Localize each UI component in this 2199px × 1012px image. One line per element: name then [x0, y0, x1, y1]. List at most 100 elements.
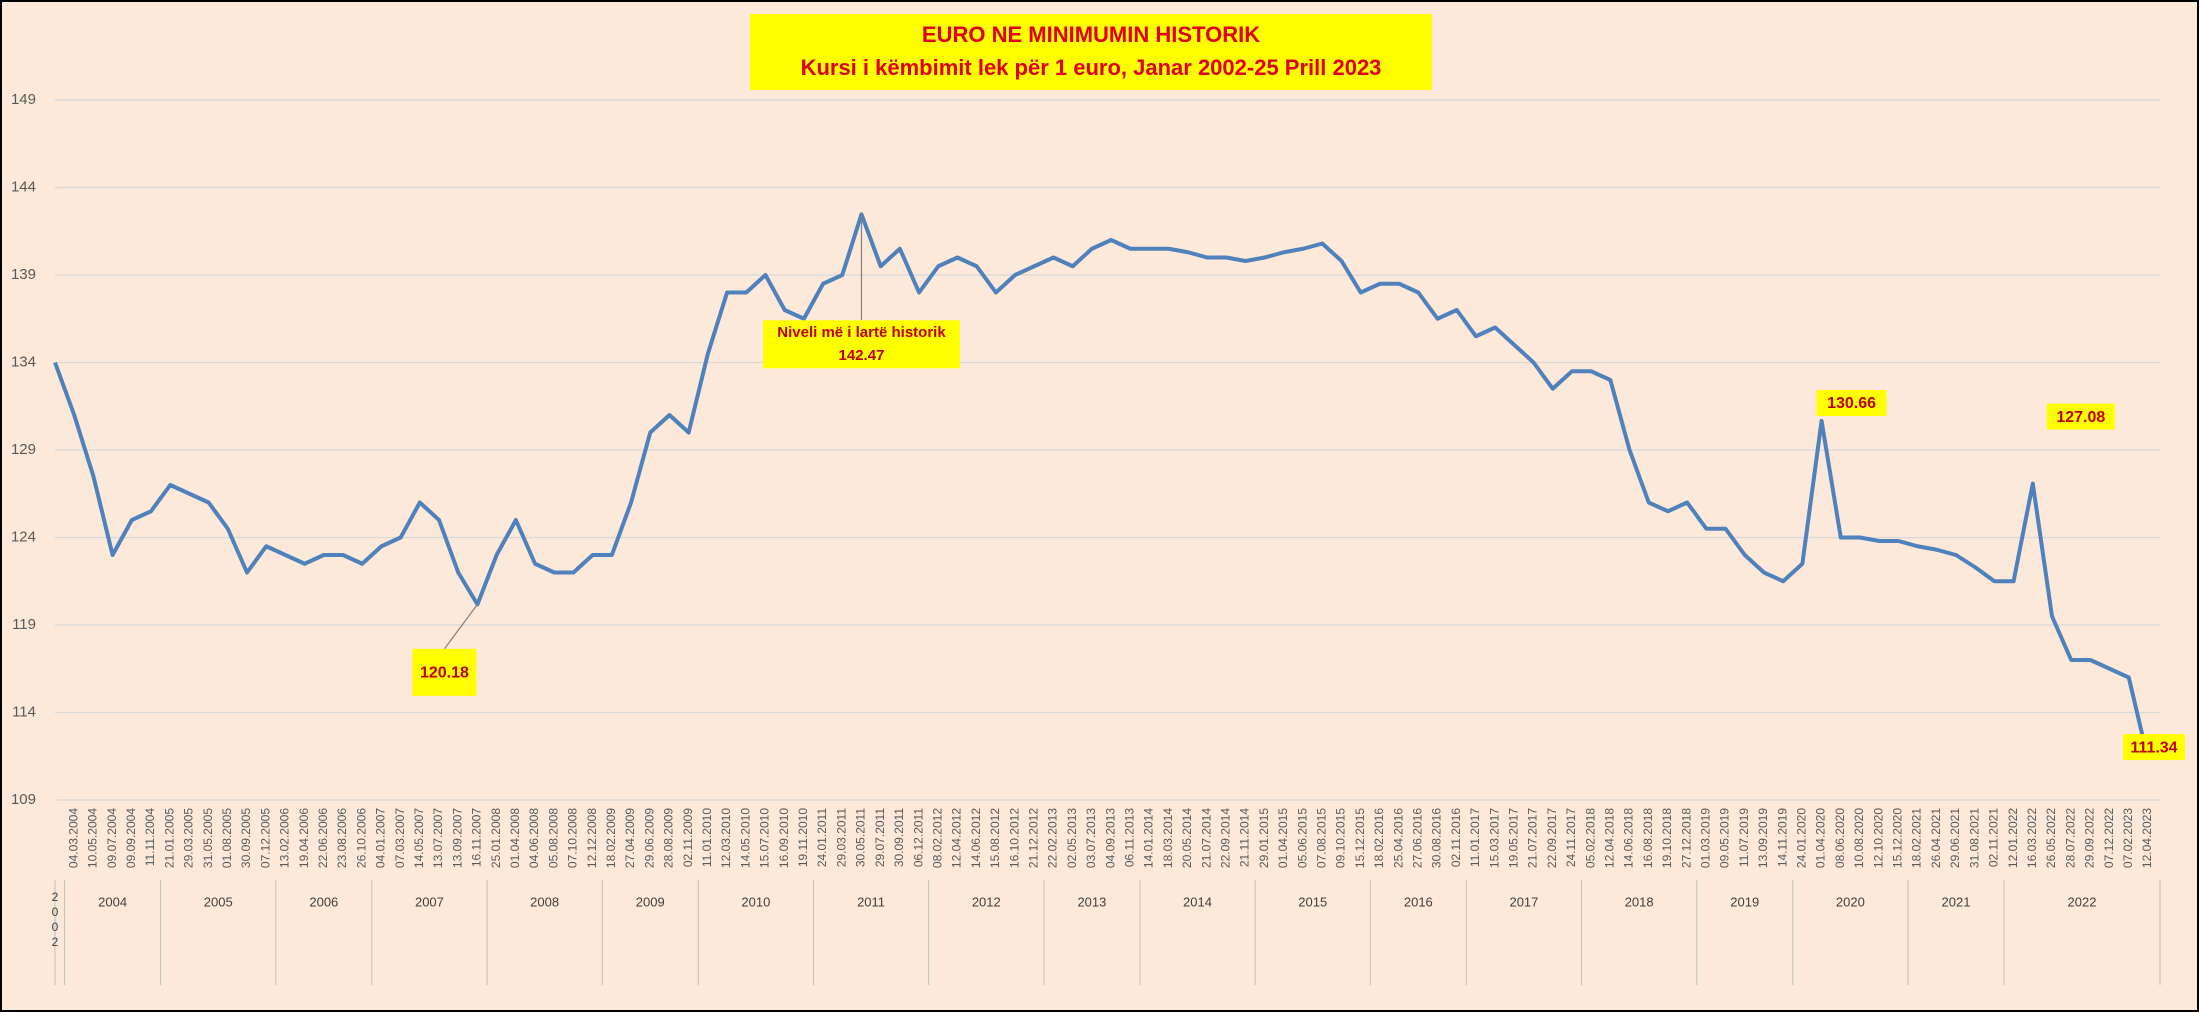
x-tick-label: 12.12.2008: [585, 808, 599, 868]
year-label: 2012: [972, 894, 1001, 909]
x-tick-label: 01.08.2005: [220, 808, 234, 868]
x-tick-label: 14.06.2018: [1622, 808, 1636, 868]
y-tick-label: 114: [12, 703, 36, 720]
x-tick-label: 29.09.2022: [2083, 808, 2097, 868]
x-tick-label: 31.08.2021: [1967, 808, 1981, 868]
x-tick-label: 10.05.2004: [86, 808, 100, 868]
x-tick-label: 15.07.2010: [758, 808, 772, 868]
year-label: 2009: [636, 894, 665, 909]
x-tick-label: 26.04.2021: [1929, 808, 1943, 868]
x-tick-label: 18.02.2021: [1910, 808, 1924, 868]
x-tick-label: 07.10.2008: [566, 808, 580, 868]
x-tick-label: 29.03.2011: [834, 808, 848, 867]
x-tick-label: 07.02.2023: [2121, 808, 2135, 868]
year-label: 2015: [1298, 894, 1327, 909]
x-tick-label: 21.01.2005: [162, 808, 176, 868]
year-label: 2005: [204, 894, 233, 909]
year-label: 2021: [1942, 894, 1971, 909]
x-tick-label: 18.03.2014: [1161, 808, 1175, 868]
x-tick-label: 14.05.2007: [412, 808, 426, 868]
x-tick-label: 29.07.2011: [873, 808, 887, 867]
x-tick-label: 16.11.2007: [470, 808, 484, 867]
year-label: 2017: [1509, 894, 1538, 909]
x-tick-label: 06.11.2013: [1122, 808, 1136, 867]
x-tick-label: 08.06.2020: [1833, 808, 1847, 868]
x-tick-label: 21.12.2012: [1026, 808, 1040, 868]
year-label: 2020: [1836, 894, 1865, 909]
x-tick-label: 21.07.2014: [1199, 808, 1213, 868]
x-tick-label: 05.06.2015: [1295, 808, 1309, 868]
x-tick-label: 30.09.2005: [239, 808, 253, 868]
x-tick-label: 12.03.2010: [719, 808, 733, 868]
x-tick-label: 22.09.2014: [1218, 808, 1232, 868]
x-tick-label: 01.04.2015: [1276, 808, 1290, 868]
y-tick-label: 134: [11, 353, 36, 370]
x-tick-label: 13.09.2019: [1756, 808, 1770, 868]
annotation-box: [412, 648, 477, 696]
x-tick-label: 15.12.2020: [1891, 808, 1905, 868]
x-tick-label: 22.09.2017: [1545, 808, 1559, 868]
x-tick-label: 03.07.2013: [1084, 808, 1098, 868]
y-tick-label: 124: [11, 528, 36, 545]
x-tick-label: 10.08.2020: [1852, 808, 1866, 868]
x-tick-label: 13.09.2007: [450, 808, 464, 868]
x-tick-label: 12.04.2023: [2140, 808, 2154, 868]
x-tick-label: 23.08.2006: [335, 808, 349, 868]
x-tick-label: 19.05.2017: [1507, 808, 1521, 868]
x-tick-label: 02.11.2016: [1449, 808, 1463, 867]
x-tick-label: 09.10.2015: [1334, 808, 1348, 868]
x-tick-label: 07.12.2005: [258, 808, 272, 868]
x-tick-label: 14.01.2014: [1142, 808, 1156, 868]
annotation-box: [2046, 403, 2115, 430]
y-tick-label: 144: [11, 178, 36, 195]
x-tick-label: 27.06.2016: [1411, 808, 1425, 868]
x-tick-label: 09.05.2019: [1718, 808, 1732, 868]
year-label: 2007: [415, 894, 444, 909]
chart-subtitle: Kursi i këmbimit lek për 1 euro, Janar 2…: [801, 55, 1382, 80]
x-tick-label: 01.04.2020: [1814, 808, 1828, 868]
x-tick-label: 01.04.2008: [508, 808, 522, 868]
x-tick-label: 02.05.2013: [1065, 808, 1079, 868]
x-tick-label: 15.03.2017: [1487, 808, 1501, 868]
y-tick-label: 129: [11, 441, 36, 458]
annotation-value: 111.34: [2130, 739, 2177, 756]
x-tick-label: 02.11.2009: [681, 808, 695, 867]
y-tick-label: 149: [11, 91, 36, 108]
x-tick-label: 25.04.2016: [1391, 808, 1405, 868]
x-tick-label: 30.05.2011: [854, 808, 868, 867]
x-tick-label: 11.01.2017: [1468, 808, 1482, 867]
x-tick-label: 15.08.2012: [988, 808, 1002, 868]
title-box: [750, 14, 1432, 90]
year-label: 2006: [309, 894, 338, 909]
annotation-box: [762, 320, 960, 369]
x-tick-label: 11.11.2004: [143, 808, 157, 867]
annotation-value: 120.18: [420, 665, 469, 682]
x-tick-label: 22.02.2013: [1046, 808, 1060, 868]
year-label: 2014: [1183, 894, 1212, 909]
annotation-box: [2123, 734, 2185, 761]
series-line: [53, 212, 2150, 760]
y-tick-label: 119: [12, 616, 36, 633]
x-tick-label: 07.08.2015: [1314, 808, 1328, 868]
year-label: 2022: [2068, 894, 2097, 909]
x-tick-label: 24.01.2011: [815, 808, 829, 867]
x-tick-label: 15.12.2015: [1353, 808, 1367, 868]
x-tick-label: 16.03.2022: [2025, 808, 2039, 868]
x-tick-label: 12.10.2020: [1871, 808, 1885, 868]
x-tick-label: 27.12.2018: [1679, 808, 1693, 868]
x-tick-label: 28.08.2009: [662, 808, 676, 868]
year-label: 2016: [1404, 894, 1433, 909]
year-label: 2004: [98, 894, 127, 909]
x-tick-label: 29.06.2021: [1948, 808, 1962, 868]
year-label: 2019: [1730, 894, 1759, 909]
year-label: 2008: [530, 894, 559, 909]
year-char: 0: [52, 905, 59, 919]
x-tick-label: 28.07.2022: [2063, 808, 2077, 868]
x-tick-label: 22.06.2006: [316, 808, 330, 868]
leader-line: [443, 603, 478, 650]
x-tick-label: 08.02.2012: [930, 808, 944, 868]
x-tick-label: 26.05.2022: [2044, 808, 2058, 868]
x-tick-label: 16.10.2012: [1007, 808, 1021, 868]
